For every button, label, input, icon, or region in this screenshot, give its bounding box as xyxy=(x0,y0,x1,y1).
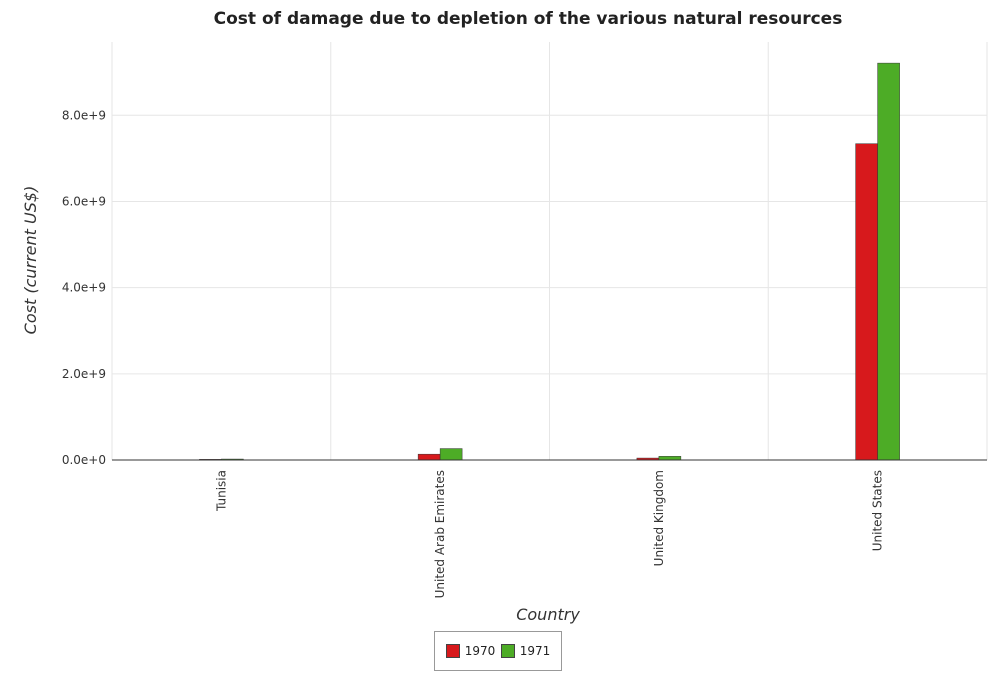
y-tick-label: 4.0e+9 xyxy=(62,281,106,295)
y-axis-ticks: 0.0e+0 2.0e+9 4.0e+9 6.0e+9 8.0e+9 xyxy=(62,108,106,467)
y-tick-label: 8.0e+9 xyxy=(62,108,106,122)
y-tick-label: 6.0e+9 xyxy=(62,194,106,208)
legend-label-1970: 1970 xyxy=(464,644,496,658)
bar-1971-united-states xyxy=(877,62,900,461)
chart-title: Cost of damage due to depletion of the v… xyxy=(214,9,843,29)
legend-item-1970: 1970 xyxy=(445,644,496,658)
legend-item-1971: 1971 xyxy=(500,644,551,658)
y-axis-label: Cost (current US$) xyxy=(21,186,40,335)
bar-1971-united-arab-emirates xyxy=(439,448,463,461)
x-axis-ticks: Tunisia United Arab Emirates United Kingdo… xyxy=(214,470,884,598)
x-tick-label: United States xyxy=(871,470,885,551)
grid-lines xyxy=(111,42,988,461)
bar-1971-united-kingdom xyxy=(658,456,682,461)
y-tick-label: 2.0e+9 xyxy=(62,367,106,381)
legend-swatch-1970 xyxy=(445,644,460,658)
y-tick-label: 0.0e+0 xyxy=(62,453,106,467)
legend: 1970 1971 xyxy=(434,631,562,671)
x-tick-label: Tunisia xyxy=(214,470,228,512)
x-tick-label: United Arab Emirates xyxy=(433,470,447,598)
bar-1970-united-arab-emirates xyxy=(417,453,441,461)
x-tick-label: United Kingdom xyxy=(652,470,666,566)
x-axis-label: Country xyxy=(516,605,580,624)
legend-label-1971: 1971 xyxy=(519,644,551,658)
bar-1970-united-states xyxy=(855,143,878,461)
legend-swatch-1971 xyxy=(500,644,515,658)
